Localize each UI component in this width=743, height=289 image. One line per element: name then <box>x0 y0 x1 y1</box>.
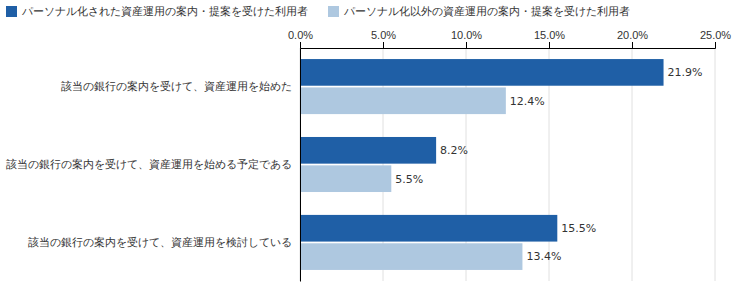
tick-label: 20.0% <box>617 29 648 41</box>
tick-mark <box>466 42 467 48</box>
data-label: 15.5% <box>561 222 596 235</box>
tick-label: 該当の銀行の案内を受けて、資産運用を検討している <box>28 236 292 249</box>
chart: パーソナル化された資産運用の案内・提案を受けた利用者 パーソナル化以外の資産運用の… <box>0 0 743 289</box>
legend-label: パーソナル化された資産運用の案内・提案を受けた利用者 <box>21 5 308 18</box>
tick-label: 該当の銀行の案内を受けて、資産運用を始めた <box>61 80 292 93</box>
bar <box>300 59 664 86</box>
tick: 0.0% <box>288 29 313 48</box>
tick: 該当の銀行の案内を受けて、資産運用を検討している <box>28 236 300 249</box>
axis-line <box>301 42 716 49</box>
data-label: 8.2% <box>440 144 468 157</box>
axis-line <box>300 49 301 282</box>
data-labels: 21.9% 8.2% 15.5% 12.4% 5.5% 13.4% <box>395 66 702 263</box>
legend-label: パーソナル化以外の資産運用の案内・提案を受けた利用者 <box>343 5 630 18</box>
data-label: 21.9% <box>668 66 703 79</box>
plot: 21.9% 8.2% 15.5% 12.4% 5.5% 13.4% 0.0% 5.0% 10.0… <box>6 29 731 282</box>
bar <box>300 165 391 192</box>
tick: 10.0% <box>451 29 482 48</box>
bar <box>300 137 436 164</box>
tick: 該当の銀行の案内を受けて、資産運用を始める予定である <box>6 158 300 171</box>
legend-item: パーソナル化以外の資産運用の案内・提案を受けた利用者 <box>328 5 630 18</box>
data-label: 13.4% <box>526 250 561 263</box>
data-label: 12.4% <box>510 95 545 108</box>
grid <box>300 48 715 281</box>
y-axis: 該当の銀行の案内を受けて、資産運用を始めた該当の銀行の案内を受けて、資産運用を始… <box>6 49 301 282</box>
bar <box>300 243 522 270</box>
bars <box>300 59 664 270</box>
tick: 20.0% <box>617 29 648 48</box>
tick-label: 10.0% <box>451 29 482 41</box>
data-label: 5.5% <box>395 173 423 186</box>
bar <box>300 215 557 242</box>
grid-line <box>300 48 301 281</box>
tick: 25.0% <box>700 29 731 48</box>
legend-swatch <box>6 6 17 17</box>
tick-mark <box>300 42 301 48</box>
tick-label: 15.0% <box>534 29 565 41</box>
legend-swatch <box>328 6 339 17</box>
tick: 5.0% <box>371 29 396 48</box>
tick: 15.0% <box>534 29 565 48</box>
x-axis: 0.0% 5.0% 10.0% 15.0% 20.0% 25.0% <box>288 29 731 49</box>
legend-item: パーソナル化された資産運用の案内・提案を受けた利用者 <box>6 5 308 18</box>
tick-label: 0.0% <box>288 29 313 41</box>
tick-mark <box>383 42 384 48</box>
tick-mark <box>715 42 716 48</box>
legend: パーソナル化された資産運用の案内・提案を受けた利用者 パーソナル化以外の資産運用の… <box>6 5 630 18</box>
tick: 該当の銀行の案内を受けて、資産運用を始めた <box>61 80 300 93</box>
bar <box>300 87 506 114</box>
tick-label: 該当の銀行の案内を受けて、資産運用を始める予定である <box>6 158 292 171</box>
tick-label: 25.0% <box>700 29 731 41</box>
grid-line <box>715 48 716 281</box>
tick-mark <box>632 42 633 48</box>
tick-mark <box>549 42 550 48</box>
tick-label: 5.0% <box>371 29 396 41</box>
